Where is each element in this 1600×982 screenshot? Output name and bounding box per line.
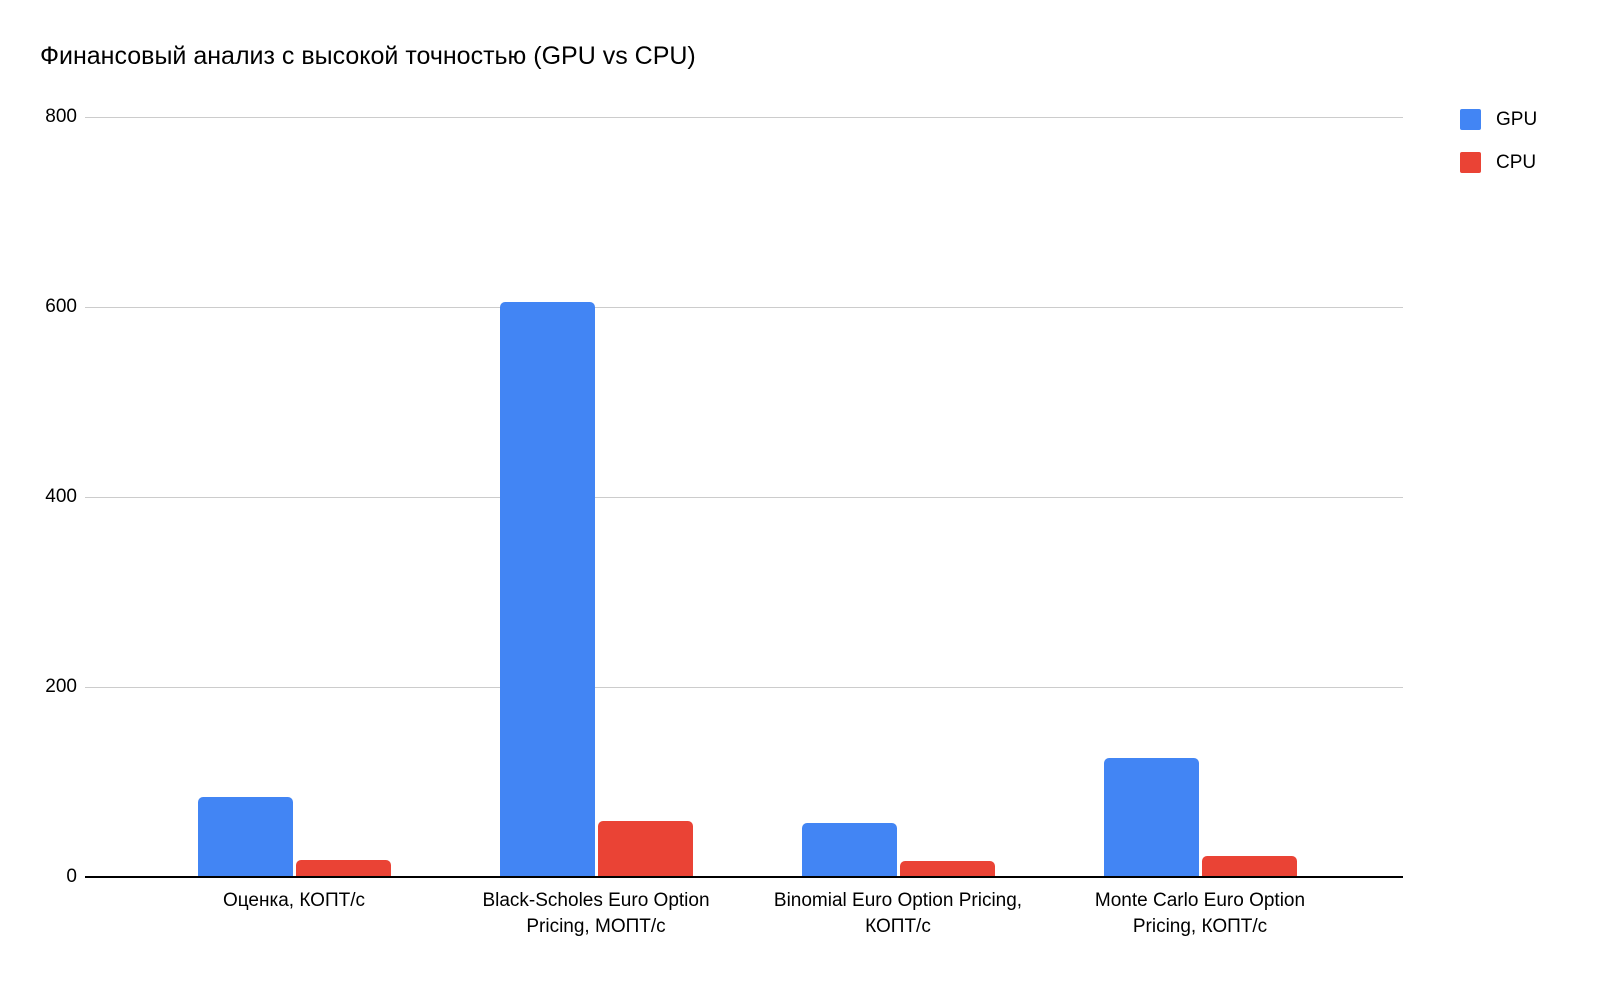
bar-gpu-category-4: [1104, 758, 1199, 877]
x-axis-category-label-line: Monte Carlo Euro Option: [1094, 890, 1306, 911]
bar-cpu-category-1: [296, 860, 391, 877]
legend-label-gpu: GPU: [1496, 109, 1538, 130]
chart-title: Финансовый анализ с высокой точностью (G…: [40, 42, 696, 70]
bar-cpu-category-3: [900, 861, 995, 877]
bar-gpu-category-1: [198, 797, 293, 877]
x-axis-category-label-2: Black-Scholes Euro Option Pricing, МОПТ/с: [441, 888, 751, 940]
gridline-800: [85, 117, 1403, 118]
bar-gpu-category-3: [802, 823, 897, 877]
x-axis-category-label-1: Оценка, КОПТ/с: [139, 888, 449, 914]
y-axis-tick-800: 800: [45, 106, 77, 127]
legend-item-cpu: CPU: [1460, 151, 1580, 175]
x-axis-category-label-line: КОПТ/с: [865, 916, 931, 937]
gridline-200: [85, 687, 1403, 688]
x-axis-category-label-4: Monte Carlo Euro Option Pricing, КОПТ/с: [1045, 888, 1355, 940]
legend-item-gpu: GPU: [1460, 108, 1580, 132]
bar-cpu-category-4: [1202, 856, 1297, 877]
x-axis-category-label-line: Оценка, КОПТ/с: [222, 890, 366, 911]
legend-swatch-gpu: [1460, 109, 1481, 130]
y-axis-tick-200: 200: [45, 676, 77, 697]
gridline-400: [85, 497, 1403, 498]
bar-cpu-category-2: [598, 821, 693, 877]
y-axis-tick-0: 0: [66, 866, 77, 887]
y-axis-tick-400: 400: [45, 486, 77, 507]
legend-swatch-cpu: [1460, 152, 1481, 173]
x-axis-category-label-line: Binomial Euro Option Pricing,: [773, 890, 1023, 911]
legend-label-cpu: CPU: [1496, 152, 1537, 173]
x-axis-category-label-line: Black-Scholes Euro Option: [482, 890, 710, 911]
y-axis-tick-600: 600: [45, 296, 77, 317]
x-axis-category-label-line: Pricing, МОПТ/с: [526, 916, 666, 937]
bar-gpu-category-2: [500, 302, 595, 877]
x-axis-category-label-line: Pricing, КОПТ/с: [1132, 916, 1268, 937]
x-axis-category-label-3: Binomial Euro Option Pricing, КОПТ/с: [743, 888, 1053, 940]
x-axis-line: [85, 876, 1403, 878]
gridline-600: [85, 307, 1403, 308]
